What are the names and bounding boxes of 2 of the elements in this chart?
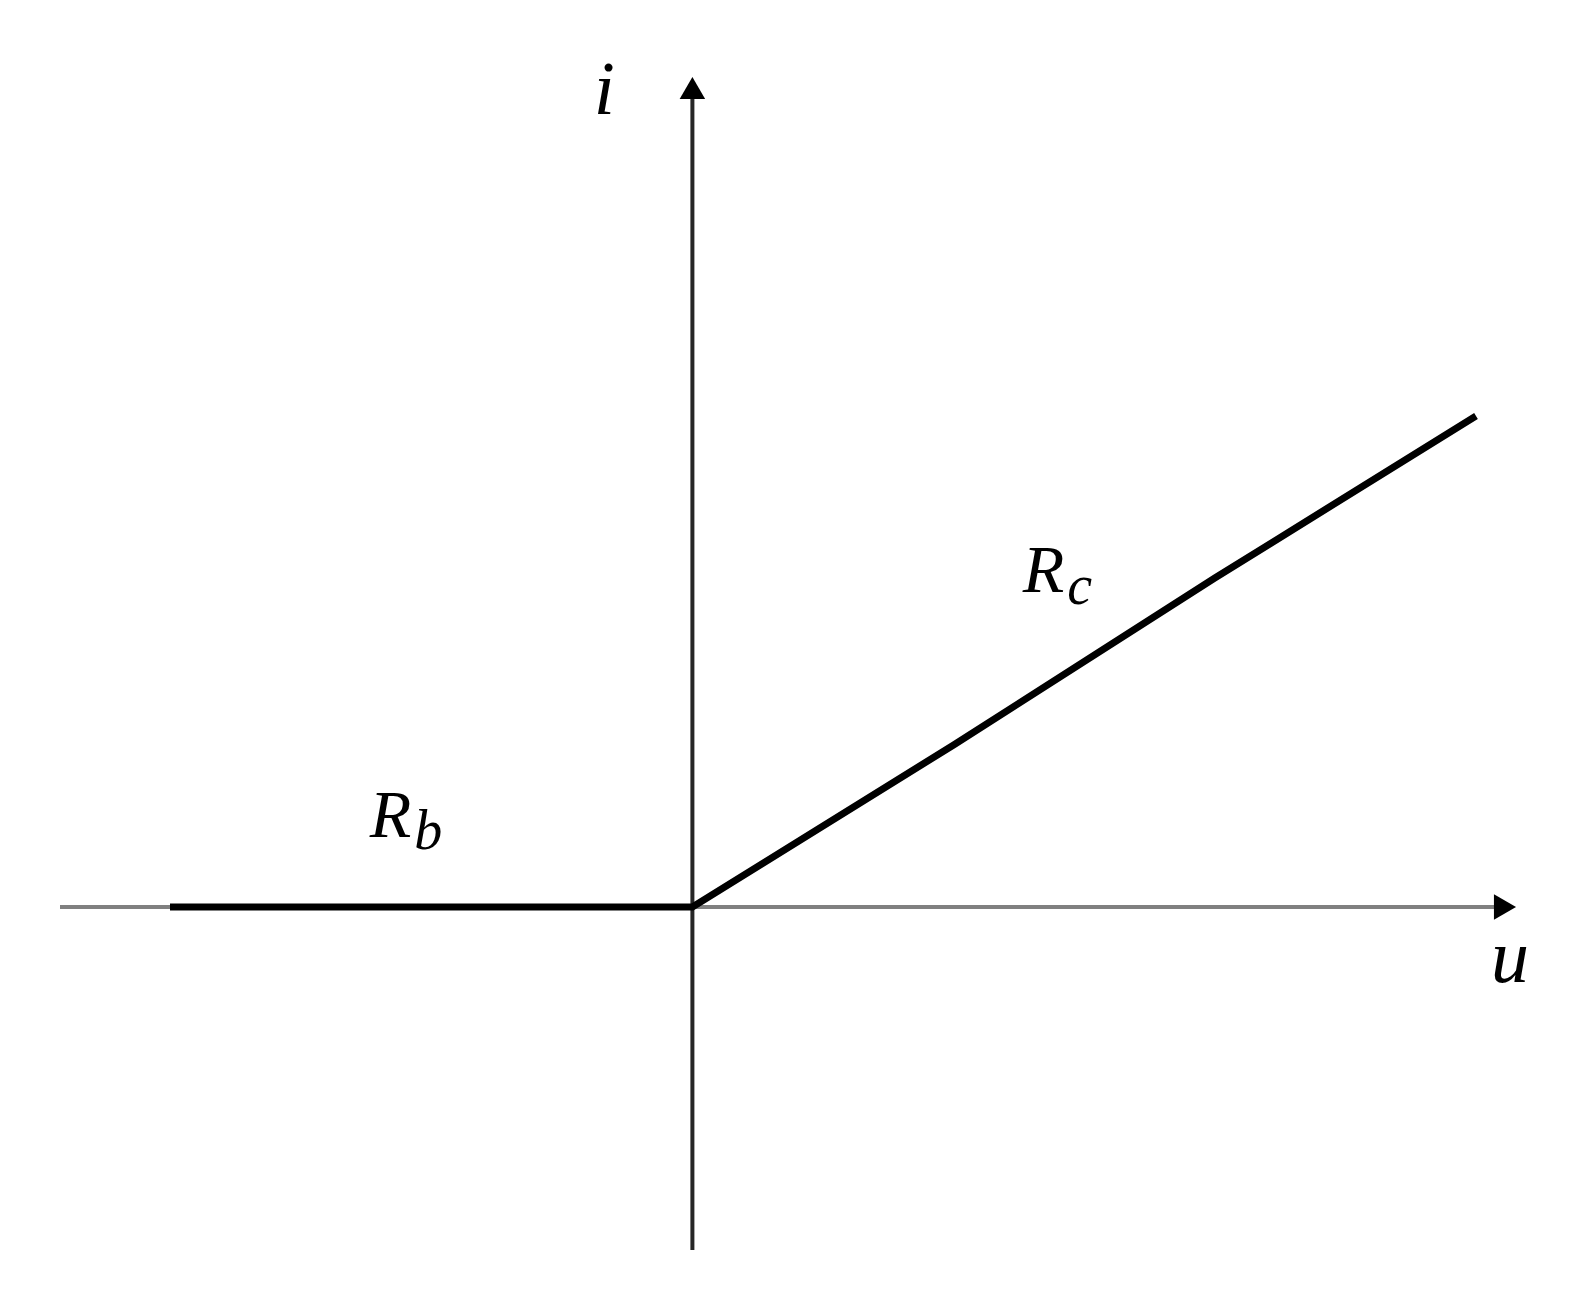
y-axis-title: i	[593, 46, 615, 130]
x-axis-title: u	[1491, 914, 1529, 998]
